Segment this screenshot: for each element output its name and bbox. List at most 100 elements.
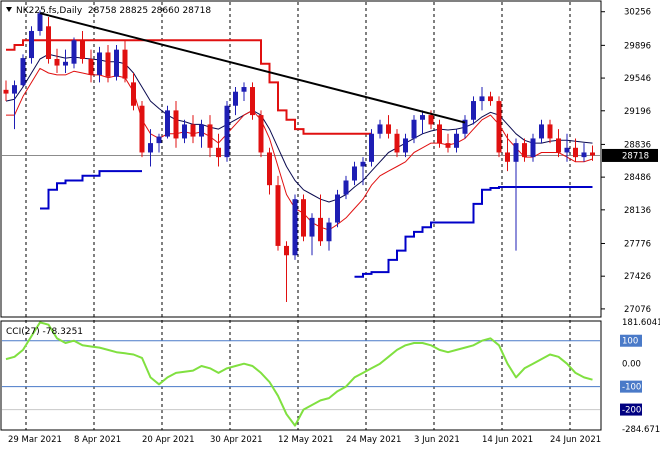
trendline [39,12,466,124]
candle-body [241,87,247,92]
x-tick-label: 24 May 2021 [346,435,401,445]
y-tick-label: 28136 [624,206,651,216]
cci-tick-label: -100 [622,383,641,393]
vertical-gridlines [25,2,571,430]
candle-body [360,161,366,167]
candle-body [54,59,60,66]
candle-body [190,124,196,137]
price-panel-border [0,0,602,318]
cci-panel-border [0,320,602,431]
price-axis: 30256 29896 29546 29196 28836 28486 28136 27776… [601,8,651,315]
cci-level-box [620,334,642,347]
y-tick-label: 29896 [624,41,651,51]
candle-body [207,124,213,148]
candle-body [386,124,391,134]
candle-body [114,49,119,77]
y-tick-label: 29546 [624,74,651,84]
candle-body [428,115,434,125]
candle-body [20,58,26,86]
candle-body [37,13,43,31]
candle-body [139,105,145,153]
candle-body [156,136,162,144]
candle-body [301,199,306,237]
cci-panel-header: CCI(27) -78.3251 [6,327,83,337]
candle-body [335,194,340,223]
y-tick-label: 28836 [624,140,651,150]
candle-body [29,30,34,59]
ohlc-low: 28660 [151,6,180,16]
candle-body [80,40,85,60]
cci-tick-label: 0.00 [622,360,641,370]
slow-moving-average [5,53,593,203]
candle-body [173,110,179,139]
x-tick-label: 29 Mar 2021 [8,435,62,445]
candle-body [131,82,136,106]
x-tick-label: 30 Apr 2021 [210,435,263,445]
candle-body [556,138,561,153]
candle-body [539,124,544,139]
price-panel [2,10,600,302]
price-panel-header: NK225.fs,Daily 28758 28825 28660 28718 [16,6,211,16]
x-tick-label: 20 Apr 2021 [142,435,195,445]
cci-tick-label: 100 [622,337,638,347]
stop-high-line [6,39,372,135]
candle-body [564,147,570,153]
last-price-label: 28718 [622,151,649,161]
ohlc-close: 28718 [182,6,211,16]
ohlc-high: 28825 [119,6,148,16]
candle-body [3,89,9,94]
candle-body [394,133,400,153]
candle-body [63,61,68,66]
candle-body [224,105,230,158]
candle-body [292,199,298,256]
candle-body [284,245,289,256]
candle-body [250,87,255,116]
time-axis: 29 Mar 2021 8 Apr 2021 20 Apr 2021 30 Apr 2… [8,435,601,445]
price-panel-collapse-icon[interactable] [6,7,12,12]
candle-body [479,96,485,102]
candle-body [88,59,94,75]
candle-body [530,138,536,158]
candle-body [122,49,128,79]
y-tick-label: 27426 [624,272,651,282]
candle-body [182,124,187,139]
candle-body [97,52,102,75]
x-tick-label: 3 Jun 2021 [414,435,460,445]
candle-body [462,119,468,134]
candle-body [216,147,221,158]
candle-body [326,222,332,242]
x-tick-label: 24 Jun 2021 [550,435,601,445]
candle-body [71,40,77,64]
ohlc-open: 28758 [88,6,117,16]
candle-body [46,26,51,60]
candle-body [275,185,281,246]
cci-axis: 181.6041 100 0.00 -100 -200 -284.6711 [620,318,660,435]
cci-level-box [620,403,642,416]
candle-body [258,115,264,153]
candle-body [496,101,502,153]
candle-body [318,217,323,242]
cci-level-box [620,380,642,393]
y-tick-label: 30256 [624,8,651,18]
cci-line [5,321,593,427]
cci-tick-label: -284.6711 [622,425,660,435]
candle-body [165,110,170,137]
candle-body [352,166,357,181]
candle-body [590,152,595,156]
cci-tick-label: 181.6041 [622,318,660,328]
candle-body [522,143,527,158]
y-tick-label: 27076 [624,305,651,315]
candle-body [403,138,408,153]
stop-low-line [40,170,593,278]
candle-body [343,180,349,195]
candle-body [573,147,578,158]
fast-moving-average [6,67,593,231]
candle-body [309,217,315,237]
last-price-marker: 28718 [602,148,658,162]
candle-body [547,124,553,139]
candle-body [267,152,272,186]
candle-body [148,143,153,153]
candle-body [411,119,417,139]
candle-body [233,91,238,106]
